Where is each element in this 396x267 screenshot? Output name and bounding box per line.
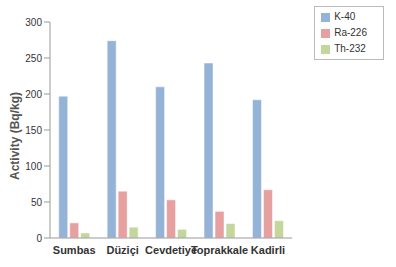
html-text:K-40: K-40 <box>334 11 356 22</box>
svg-text:50: 50 <box>31 197 43 208</box>
svg-text:150: 150 <box>25 125 42 136</box>
svg-text:0: 0 <box>36 233 42 244</box>
svg-text:Sumbas: Sumbas <box>53 244 96 256</box>
svg-text:Kadirli: Kadirli <box>251 244 285 256</box>
svg-text:200: 200 <box>25 89 42 100</box>
svg-text:100: 100 <box>25 161 42 172</box>
svg-text:300: 300 <box>25 17 42 28</box>
html-text:Ra-226: Ra-226 <box>334 27 367 38</box>
svg-text:Düziçi: Düziçi <box>106 244 138 256</box>
html-text:Th-232: Th-232 <box>334 43 366 54</box>
svg-text:Activity (Bq/kg): Activity (Bq/kg) <box>8 92 22 180</box>
svg-text:Cevdetiye: Cevdetiye <box>145 244 197 256</box>
svg-text:250: 250 <box>25 53 42 64</box>
svg-text:Toprakkale: Toprakkale <box>191 244 248 256</box>
